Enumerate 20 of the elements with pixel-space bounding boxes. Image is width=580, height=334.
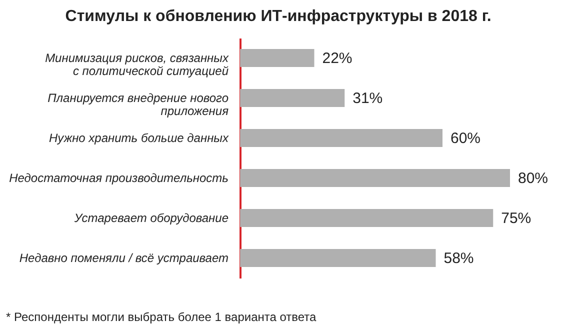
bar [240, 129, 442, 147]
y-tick-label: Устаревает оборудование [73, 211, 229, 225]
data-label: 22% [322, 50, 352, 67]
data-label: 80% [518, 170, 548, 187]
data-label: 75% [501, 210, 532, 227]
chart-title: Стимулы к обновлению ИТ-инфраструктуры в 2018 г. [65, 8, 492, 25]
y-tick-label: Нужно хранить больше данных [49, 131, 230, 145]
y-tick-label: Минимизация рисков, связанных с политической ситуацией [45, 51, 230, 78]
y-tick-label: Недостаточная производительность [9, 171, 228, 185]
bar [240, 89, 345, 107]
y-tick-label: Планируется внедрение нового приложения [48, 91, 230, 118]
y-tick-label: Недавно поменяли / всё устраивает [19, 251, 228, 265]
data-label: 58% [444, 250, 474, 267]
bar [240, 249, 436, 267]
data-label: 31% [352, 90, 383, 107]
bar [240, 49, 314, 67]
data-label: 60% [450, 130, 481, 147]
text: * Респонденты могли выбрать более 1 варианта ответа [6, 310, 316, 324]
bar [240, 169, 510, 187]
bar [240, 209, 494, 227]
